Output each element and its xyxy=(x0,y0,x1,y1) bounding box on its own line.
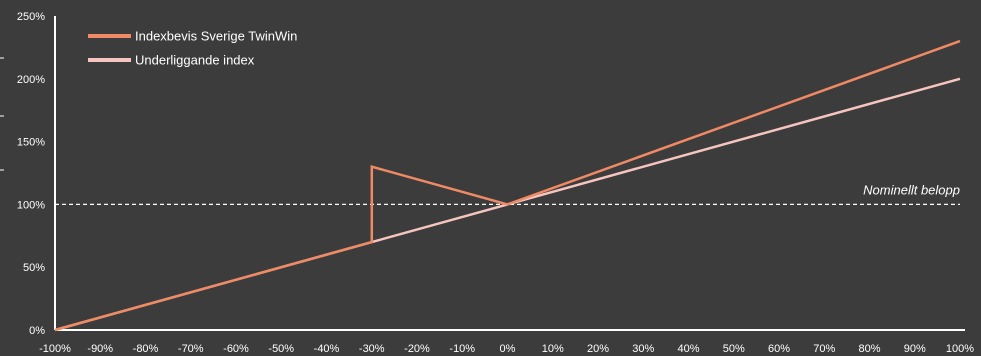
x-tick-label: 50% xyxy=(723,343,745,355)
x-tick-label: -100% xyxy=(39,343,71,355)
x-tick-label: 0% xyxy=(500,343,516,355)
axes xyxy=(0,16,965,331)
x-tick-label: -70% xyxy=(178,343,204,355)
x-tick-label: -50% xyxy=(268,343,294,355)
reference-line-group: Nominellt belopp xyxy=(55,182,960,205)
x-tick-label: -80% xyxy=(133,343,159,355)
reference-line-label: Nominellt belopp xyxy=(863,182,960,197)
legend-label: Underliggande index xyxy=(135,53,255,68)
x-tick-label: -10% xyxy=(449,343,475,355)
y-tick-label: 50% xyxy=(23,262,45,274)
x-tick-label: 100% xyxy=(946,343,974,355)
y-tick-label: 200% xyxy=(17,74,45,86)
y-tick-label: 250% xyxy=(17,11,45,23)
x-tick-label: 90% xyxy=(904,343,926,355)
x-tick-label: 30% xyxy=(632,343,654,355)
x-tick-label: 40% xyxy=(677,343,699,355)
x-tick-label: -40% xyxy=(314,343,340,355)
x-tick-label: 70% xyxy=(813,343,835,355)
x-tick-label: 20% xyxy=(587,343,609,355)
x-tick-label: -90% xyxy=(87,343,113,355)
y-axis-ticks: 0% 50% 100% 150% 200% 250% xyxy=(17,11,45,337)
y-tick-label: 150% xyxy=(17,137,45,149)
y-tick-label: 100% xyxy=(17,199,45,211)
x-tick-label: 60% xyxy=(768,343,790,355)
x-tick-label: 10% xyxy=(542,343,564,355)
x-tick-label: -60% xyxy=(223,343,249,355)
series-line-twinwin xyxy=(54,39,961,332)
x-axis-ticks: -100% -90% -80% -70% -60% -50% -40% -30% -20% -10… xyxy=(39,343,974,355)
x-tick-label: 80% xyxy=(858,343,880,355)
legend: Indexbevis Sverige TwinWin Underliggande … xyxy=(88,29,297,68)
y-tick-label: 0% xyxy=(29,325,45,337)
legend-label: Indexbevis Sverige TwinWin xyxy=(135,29,297,44)
x-tick-label: -20% xyxy=(404,343,430,355)
x-tick-label: -30% xyxy=(359,343,385,355)
series-group xyxy=(54,39,961,332)
